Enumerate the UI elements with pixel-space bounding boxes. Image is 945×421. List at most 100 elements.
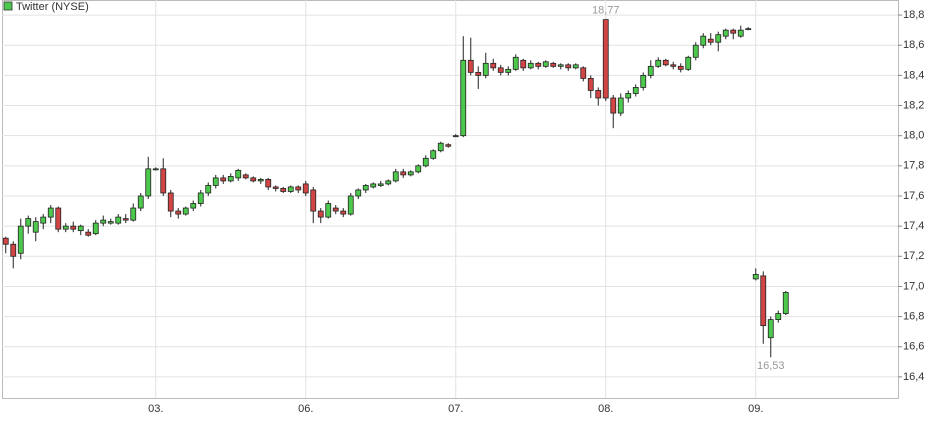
candle-body bbox=[557, 64, 564, 67]
candle-body bbox=[295, 186, 302, 191]
y-tick-label: 18,0 bbox=[903, 130, 924, 142]
candle-body bbox=[662, 59, 669, 66]
candle-body bbox=[272, 186, 279, 189]
candle-body bbox=[407, 171, 414, 176]
candle-body bbox=[2, 237, 9, 245]
candle-body bbox=[445, 144, 452, 147]
legend-label: Twitter (NYSE) bbox=[16, 1, 89, 13]
candle-body bbox=[92, 222, 99, 235]
candle-body bbox=[632, 87, 639, 94]
annotation: 18,77 bbox=[592, 5, 620, 17]
candle-body bbox=[347, 195, 354, 215]
candle-body bbox=[137, 195, 144, 209]
y-tick-label: 18,4 bbox=[903, 69, 924, 81]
candle-body bbox=[130, 207, 137, 221]
candle-body bbox=[550, 62, 557, 67]
y-tick-label: 16,4 bbox=[903, 371, 924, 383]
y-tick-label: 16,8 bbox=[903, 310, 924, 322]
plot-frame bbox=[2, 0, 899, 399]
candle-body bbox=[302, 183, 309, 194]
annotation: 16,53 bbox=[757, 360, 785, 372]
candle-body bbox=[527, 62, 534, 69]
candle-body bbox=[317, 210, 324, 218]
candle-body bbox=[452, 135, 459, 138]
candle-body bbox=[250, 177, 257, 182]
candle-body bbox=[85, 231, 92, 236]
y-tick-label: 18,6 bbox=[903, 39, 924, 51]
candle-body bbox=[107, 221, 114, 224]
y-tick-label: 17,0 bbox=[903, 280, 924, 292]
candle-body bbox=[235, 169, 242, 179]
candle-body bbox=[17, 225, 24, 254]
candle-body bbox=[415, 165, 422, 173]
candle-body bbox=[122, 218, 129, 221]
candle-body bbox=[565, 64, 572, 69]
candle-body bbox=[362, 185, 369, 191]
candle-body bbox=[257, 179, 264, 182]
candle-body bbox=[265, 179, 272, 188]
candle-body bbox=[182, 207, 189, 215]
candle-body bbox=[340, 210, 347, 215]
candle-body bbox=[437, 142, 444, 152]
y-tick-label: 18,8 bbox=[903, 9, 924, 21]
candle-body bbox=[77, 225, 84, 232]
candle-body bbox=[205, 185, 212, 194]
candle-body bbox=[160, 168, 167, 194]
candle-body bbox=[745, 28, 752, 31]
x-tick-label: 09. bbox=[748, 403, 763, 415]
y-tick-label: 16,6 bbox=[903, 341, 924, 353]
candle-body bbox=[542, 61, 549, 67]
candle-body bbox=[460, 59, 467, 137]
y-tick-label: 17,8 bbox=[903, 160, 924, 172]
candle-body bbox=[10, 243, 17, 257]
candle-body bbox=[475, 71, 482, 76]
candle-body bbox=[482, 62, 489, 76]
candle-body bbox=[167, 192, 174, 212]
candle-body bbox=[640, 74, 647, 88]
x-tick-label: 07. bbox=[448, 403, 463, 415]
candle-body bbox=[595, 90, 602, 99]
candle-body bbox=[280, 188, 287, 192]
candle-body bbox=[355, 189, 362, 197]
y-tick-label: 17,6 bbox=[903, 190, 924, 202]
candle-body bbox=[685, 56, 692, 70]
candle-body bbox=[730, 29, 737, 34]
candle-body bbox=[692, 44, 699, 58]
legend-swatch bbox=[3, 1, 13, 11]
candle-body bbox=[775, 313, 782, 321]
candle-body bbox=[400, 171, 407, 176]
candle-body bbox=[655, 59, 662, 67]
candle-body bbox=[700, 35, 707, 46]
candle-body bbox=[497, 67, 504, 73]
candle-body bbox=[610, 97, 617, 114]
candle-body bbox=[467, 59, 474, 73]
candle-body bbox=[100, 219, 107, 224]
candle-body bbox=[25, 218, 32, 227]
candle-body bbox=[587, 77, 594, 91]
candle-body bbox=[325, 203, 332, 218]
candle-body bbox=[572, 64, 579, 69]
candle-body bbox=[242, 174, 249, 179]
candle-body bbox=[535, 62, 542, 67]
candle-body bbox=[32, 221, 39, 233]
candle-body bbox=[152, 168, 159, 171]
candle-body bbox=[55, 207, 62, 230]
candle-body bbox=[707, 38, 714, 43]
candle-body bbox=[782, 292, 789, 314]
candle-body bbox=[647, 65, 654, 76]
candle-body bbox=[580, 67, 587, 79]
candle-body bbox=[377, 183, 384, 186]
candle-body bbox=[767, 319, 774, 339]
candle-body bbox=[47, 207, 54, 218]
candle-body bbox=[385, 180, 392, 185]
candle-body bbox=[752, 273, 759, 280]
candle-body bbox=[115, 216, 122, 224]
candle-body bbox=[512, 56, 519, 70]
candle-body bbox=[220, 177, 227, 182]
candle-body bbox=[737, 29, 744, 37]
candle-body bbox=[505, 68, 512, 73]
candle-body bbox=[145, 168, 152, 197]
candle-body bbox=[310, 189, 317, 212]
